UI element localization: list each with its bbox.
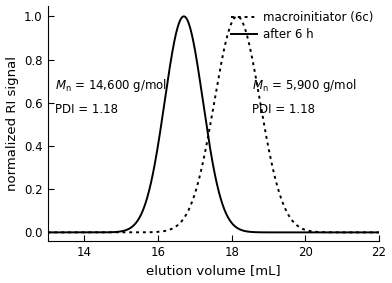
X-axis label: elution volume [mL]: elution volume [mL] <box>146 264 281 277</box>
Text: PDI = 1.18: PDI = 1.18 <box>55 103 118 116</box>
Text: PDI = 1.18: PDI = 1.18 <box>252 103 315 116</box>
Legend: macroinitiator (6c), after 6 h: macroinitiator (6c), after 6 h <box>231 11 373 41</box>
Text: $\mathit{M}_{\mathrm{n}}$ = 5,900 g/mol: $\mathit{M}_{\mathrm{n}}$ = 5,900 g/mol <box>252 77 357 94</box>
Text: $\mathit{M}_{\mathrm{n}}$ = 14,600 g/mol: $\mathit{M}_{\mathrm{n}}$ = 14,600 g/mol <box>55 77 167 94</box>
Y-axis label: normalized RI signal: normalized RI signal <box>5 56 18 191</box>
